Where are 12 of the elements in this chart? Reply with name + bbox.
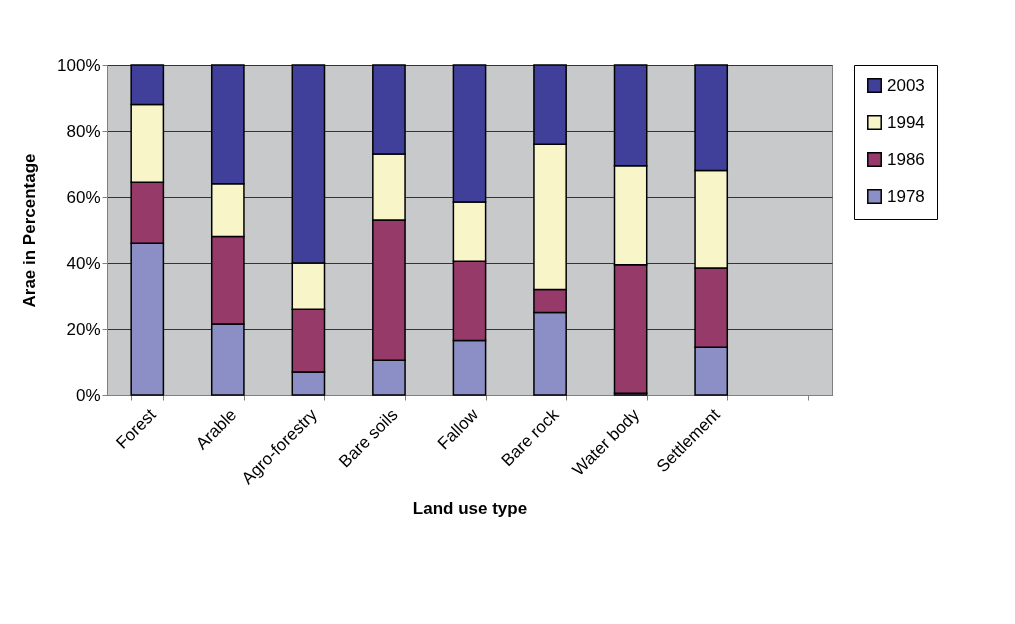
x-axis-title: Land use type (412, 499, 528, 519)
y-axis-title: Arae in Percentage (20, 153, 40, 308)
legend-label: 1978 (887, 186, 925, 206)
legend-label: 2003 (887, 75, 925, 95)
y-tick-label: 100% (57, 55, 101, 75)
y-tick-label: 60% (66, 187, 101, 207)
y-tick-label: 20% (66, 319, 101, 339)
y-tick-label: 0% (75, 385, 101, 405)
legend-label: 1994 (887, 112, 925, 132)
legend-label: 1986 (887, 149, 925, 169)
y-tick-label: 80% (66, 121, 101, 141)
y-tick-label: 40% (66, 253, 101, 273)
